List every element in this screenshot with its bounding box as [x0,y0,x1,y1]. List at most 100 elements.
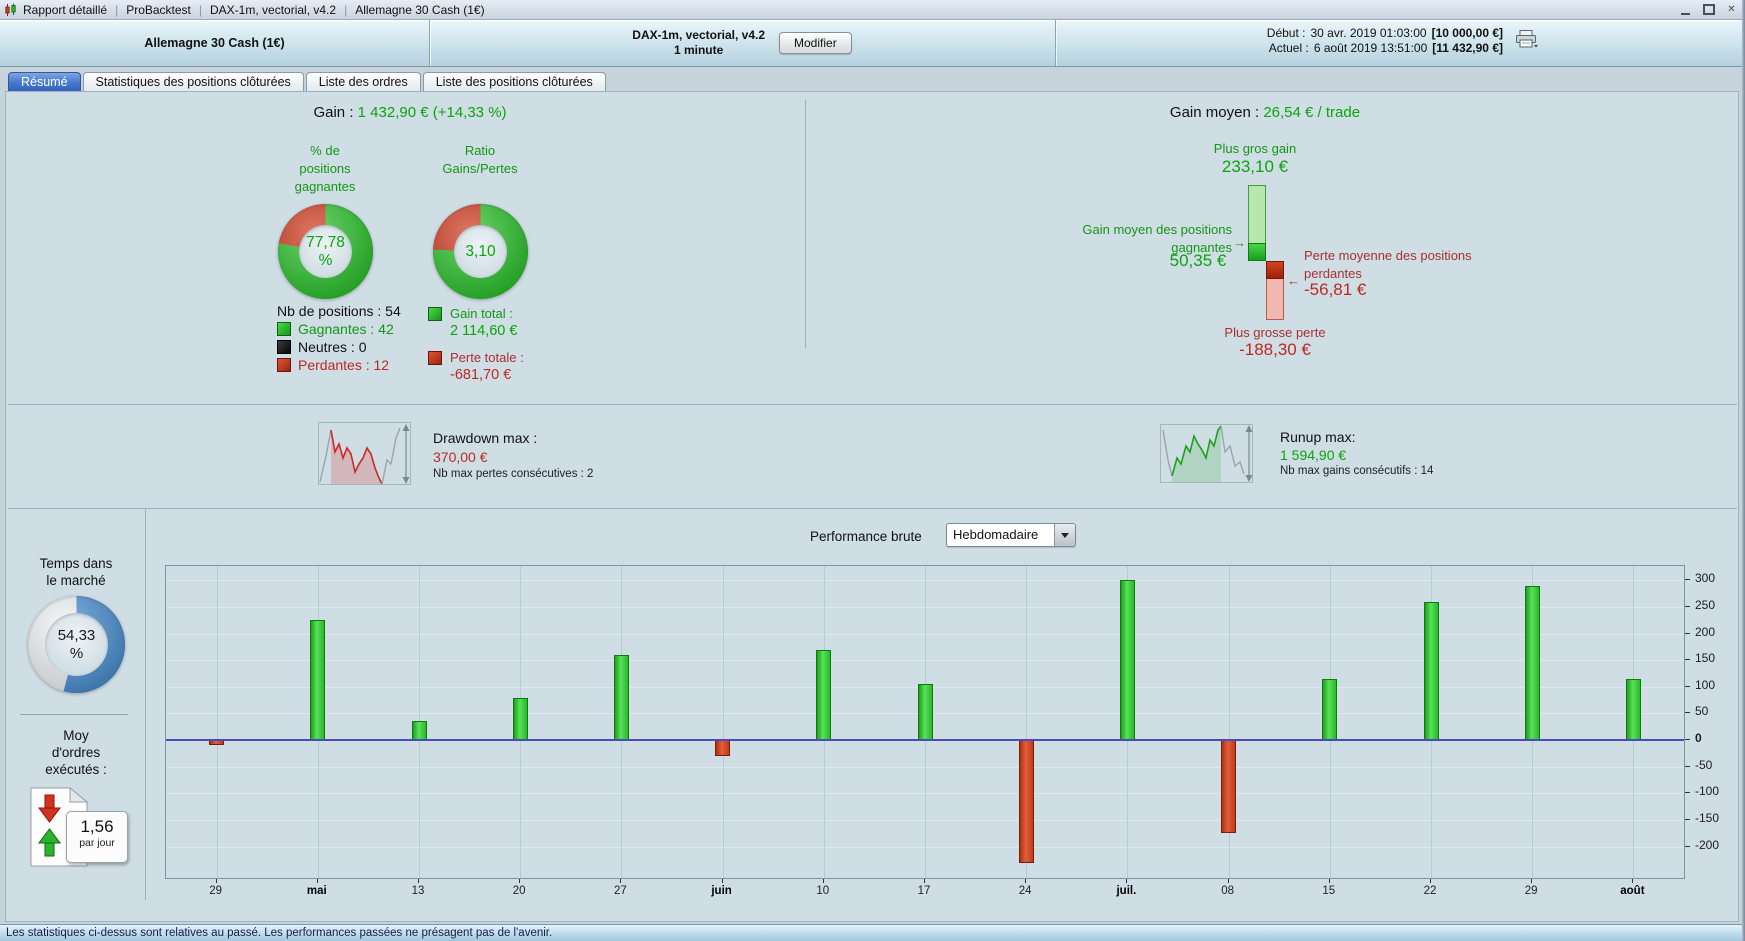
tab-liste-positions[interactable]: Liste des positions clôturées [422,72,606,91]
window-title-part: DAX-1m, vectorial, v4.2 [210,2,337,17]
status-bar: Les statistiques ci-dessus sont relative… [0,924,1745,941]
avg-loss-bar [1266,261,1284,279]
drawdown-label: Drawdown max : [433,430,538,446]
start-datetime: 30 avr. 2019 01:03:00 [1310,26,1427,40]
summary-divider [805,100,806,348]
performance-bar [1423,601,1439,741]
report-header [0,20,1745,67]
period-select[interactable]: Hebdomadaire [946,523,1076,547]
arrow-right-icon: → [1233,235,1246,250]
tab-statistiques-positions[interactable]: Statistiques des positions clôturées [82,72,304,91]
gain-value: 1 432,90 € (+14,33 %) [357,104,507,121]
title-separator: | [115,2,119,17]
gain-moyen-value: 26,54 € / trade [1263,104,1361,121]
print-icon[interactable] [1515,30,1539,54]
winning-count: Gagnantes : 42 [298,321,394,337]
winning-legend-swatch [277,322,291,336]
drawdown-thumbnail-icon [318,422,418,493]
title-separator: | [198,2,203,17]
performance-bar [1018,740,1034,863]
perte-totale-swatch [428,351,442,365]
window-title-part: Allemagne 30 Cash (1€) [355,2,485,17]
current-capital: [11 432,90 €] [1432,41,1503,55]
max-loss-bar [1266,279,1284,320]
header-divider [1055,20,1056,66]
gain-summary-line: Gain : 1 432,90 € (+14,33 %) [210,104,610,121]
sidebar-divider [145,509,146,900]
avg-orders-value: 1,56 [80,817,114,836]
avg-orders-box: 1,56 par jour [66,811,128,863]
drawdown-value: 370,00 € [433,449,488,465]
avg-orders-label: Moy d'ordres exécutés : [45,728,107,777]
performance-bar [310,620,326,741]
tab-liste-ordres[interactable]: Liste des ordres [305,72,421,91]
x-axis-label: 29 [209,885,222,897]
perte-totale-value: -681,70 € [450,367,512,383]
gain-moyen-line: Gain moyen : 26,54 € / trade [1065,104,1465,121]
performance-bar [1119,580,1135,741]
chevron-down-icon[interactable] [1054,524,1075,546]
runup-label: Runup max: [1280,429,1356,445]
neutral-count: Neutres : 0 [298,339,367,355]
x-axis-label: juil. [1116,885,1137,897]
performance-bar [1221,740,1237,834]
ratio-label: Ratio Gains/Pertes [442,143,518,176]
plus-gros-gain-value: 233,10 € [1221,157,1289,176]
window-edge [1742,0,1745,941]
performance-bar [917,684,933,741]
time-in-market-value: 54,33 % [57,626,96,662]
report-tabbar: Résumé Statistiques des positions clôtur… [8,71,606,91]
performance-bar [1625,678,1641,741]
section-divider [8,508,1737,509]
minimize-icon[interactable] [1678,3,1693,16]
x-axis-label: 22 [1423,885,1437,897]
performance-bar [715,740,731,757]
avg-loss-value: -56,81 € [1304,280,1367,299]
start-capital: [10 000,00 €] [1431,26,1503,40]
x-axis-label: 20 [512,885,526,897]
performance-bar [411,721,427,741]
avg-win-label: Gain moyen des positions gagnantes [1082,222,1232,255]
disclaimer-text: Les statistiques ci-dessus sont relative… [6,927,553,939]
win-pct-donut: 77,78 % [278,204,373,299]
max-gain-bar [1248,185,1266,243]
window-titlebar: Rapport détaillé | ProBacktest | DAX-1m,… [0,0,1745,20]
trading-system-name: DAX-1m, vectorial, v4.2 1 minute [632,28,766,57]
time-in-market-donut: 54,33 % [28,596,125,693]
avg-orders-unit: par jour [79,837,115,849]
modify-button[interactable]: Modifier [779,32,852,54]
x-axis-label: 10 [816,885,830,897]
performance-title: Performance brute [810,529,922,544]
x-axis-label: août [1620,885,1645,897]
current-label: Actuel : [1268,41,1309,55]
x-axis-label: 17 [917,885,931,897]
performance-bar [1322,678,1338,741]
gain-total-value: 2 114,60 € [450,323,518,339]
x-axis-label: 29 [1524,885,1538,897]
losing-count: Perdantes : 12 [298,357,390,373]
performance-bar [816,649,832,741]
maximize-icon[interactable] [1701,3,1716,16]
tab-resume[interactable]: Résumé [8,72,81,91]
performance-bar [1524,585,1540,741]
x-axis-label: 27 [613,885,627,897]
ratio-value: 3,10 [465,242,496,260]
neutral-legend-swatch [277,340,291,354]
runup-value: 1 594,90 € [1280,447,1347,463]
close-icon[interactable]: ✕ [1727,4,1736,15]
perte-totale-label: Perte totale : [450,350,524,365]
period-select-value: Hebdomadaire [953,527,1039,542]
plus-grosse-perte-value: -188,30 € [1239,340,1311,359]
x-axis-label: 13 [411,885,425,897]
instrument-name: Allemagne 30 Cash (1€) [144,36,285,50]
performance-chart: 300 250 200 150 100 50 0 -50 -100 -150 -200 29 mai 1… [165,565,1740,910]
win-pct-label: % de positions gagnantes [294,143,356,194]
sidebar-rule [20,714,128,715]
runup-thumbnail-icon [1160,424,1260,491]
losing-legend-swatch [277,358,291,372]
performance-plot [165,565,1685,879]
gain-label: Gain : [313,104,354,121]
window-title-part: ProBacktest [126,2,191,17]
avg-loss-label: Perte moyenne des positions perdantes [1304,248,1472,281]
plus-grosse-perte-label: Plus grosse perte [1224,325,1326,340]
